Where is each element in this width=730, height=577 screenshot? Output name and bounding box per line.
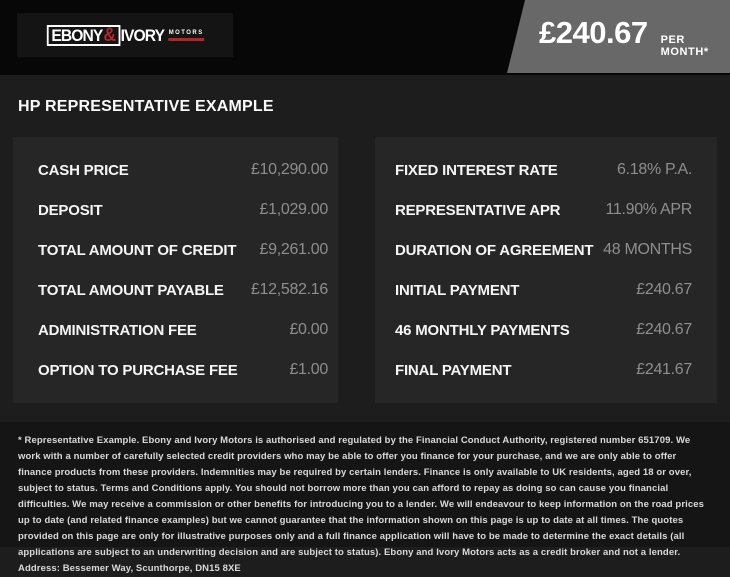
page-title: HP REPRESENTATIVE EXAMPLE (18, 98, 274, 115)
finance-row: CASH PRICE £10,290.00 (13, 150, 338, 190)
finance-row-label: FINAL PAYMENT (395, 361, 512, 379)
finance-row: REPRESENTATIVE APR 11.90% APR (375, 190, 717, 230)
finance-row-value: £241.67 (636, 361, 692, 378)
finance-row-label: TOTAL AMOUNT OF CREDIT (38, 241, 237, 259)
logo-ebony-box: EBONY & (46, 24, 121, 46)
finance-row-value: £9,261.00 (259, 241, 329, 258)
finance-row: FIXED INTEREST RATE 6.18% P.A. (375, 150, 717, 190)
finance-row: TOTAL AMOUNT PAYABLE £12,582.16 (13, 270, 338, 310)
finance-tables: CASH PRICE £10,290.00 DEPOSIT £1,029.00 TOTA… (13, 137, 717, 403)
dealer-logo-lockup: EBONY & IVORY MOTORS (46, 24, 204, 46)
finance-row: DURATION OF AGREEMENT 48 MONTHS (375, 230, 717, 270)
footer-disclaimer-band: * Representative Example. Ebony and Ivor… (0, 422, 730, 574)
finance-row: OPTION TO PURCHASE FEE £1.00 (13, 350, 338, 390)
finance-row-value: 6.18% P.A. (617, 161, 692, 178)
header-band: EBONY & IVORY MOTORS £240.67 PER MONTH* (0, 0, 730, 75)
logo-motors-block: MOTORS (168, 28, 204, 41)
monthly-price-banner: £240.67 PER MONTH* (507, 0, 730, 73)
finance-panel-left: CASH PRICE £10,290.00 DEPOSIT £1,029.00 TOTA… (13, 137, 338, 403)
finance-row-label: OPTION TO PURCHASE FEE (38, 361, 238, 379)
finance-row-value: £12,582.16 (250, 281, 328, 298)
finance-row-label: REPRESENTATIVE APR (395, 201, 561, 219)
monthly-price-suffix: PER MONTH* (660, 34, 709, 58)
finance-row-value: £240.67 (636, 321, 692, 338)
finance-row: 46 MONTHLY PAYMENTS £240.67 (375, 310, 717, 350)
finance-row-label: INITIAL PAYMENT (395, 281, 520, 299)
finance-row-value: 48 MONTHS (603, 241, 692, 258)
finance-row-label: FIXED INTEREST RATE (395, 161, 558, 179)
finance-row-label: TOTAL AMOUNT PAYABLE (38, 281, 224, 299)
finance-row-value: £0.00 (289, 321, 328, 338)
finance-row-label: CASH PRICE (38, 161, 129, 179)
finance-row: TOTAL AMOUNT OF CREDIT £9,261.00 (13, 230, 338, 270)
finance-row-label: DURATION OF AGREEMENT (395, 241, 594, 259)
finance-row-label: DEPOSIT (38, 201, 103, 219)
finance-row-value: £10,290.00 (250, 161, 328, 178)
finance-row: ADMINISTRATION FEE £0.00 (13, 310, 338, 350)
dealer-logo: EBONY & IVORY MOTORS (17, 13, 233, 57)
finance-row-value: £240.67 (636, 281, 692, 298)
finance-row-label: 46 MONTHLY PAYMENTS (395, 321, 570, 339)
finance-row-value: £1,029.00 (259, 201, 329, 218)
logo-red-underline (168, 38, 204, 41)
finance-row: DEPOSIT £1,029.00 (13, 190, 338, 230)
monthly-price-amount: £240.67 (539, 15, 648, 50)
finance-row: INITIAL PAYMENT £240.67 (375, 270, 717, 310)
finance-row-value: £1.00 (289, 361, 328, 378)
logo-ampersand: & (103, 24, 116, 46)
logo-word-ivory: IVORY (120, 25, 164, 45)
finance-row-label: ADMINISTRATION FEE (38, 321, 197, 339)
disclaimer-text: * Representative Example. Ebony and Ivor… (18, 435, 705, 574)
logo-word-ebony: EBONY (51, 25, 103, 45)
finance-row: FINAL PAYMENT £241.67 (375, 350, 717, 390)
logo-motors-text: MOTORS (168, 28, 204, 36)
finance-panel-right: FIXED INTEREST RATE 6.18% P.A. REPRESENTAT… (375, 137, 717, 403)
monthly-price-line: £240.67 PER MONTH* (539, 15, 730, 58)
finance-row-value: 11.90% APR (605, 201, 692, 218)
